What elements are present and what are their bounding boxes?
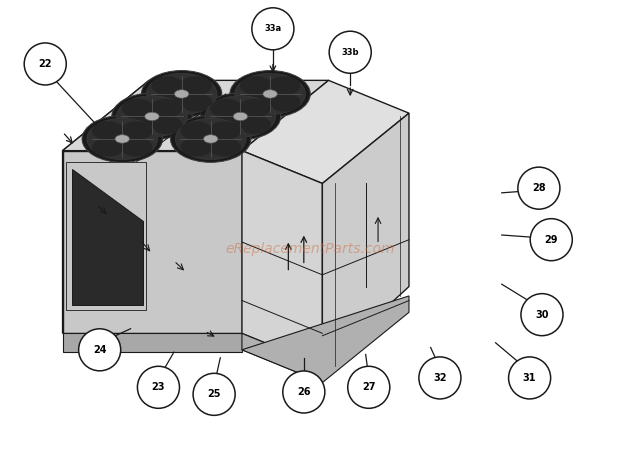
Text: 24: 24 xyxy=(93,345,107,355)
Ellipse shape xyxy=(170,116,251,162)
Ellipse shape xyxy=(180,138,213,157)
Ellipse shape xyxy=(210,115,242,134)
Ellipse shape xyxy=(283,371,325,413)
Ellipse shape xyxy=(115,135,130,143)
Ellipse shape xyxy=(24,43,66,85)
Ellipse shape xyxy=(209,121,241,140)
Ellipse shape xyxy=(193,373,235,415)
Ellipse shape xyxy=(521,294,563,336)
Ellipse shape xyxy=(210,99,242,118)
Ellipse shape xyxy=(240,93,272,111)
Polygon shape xyxy=(322,113,409,366)
Text: 23: 23 xyxy=(152,382,165,392)
Text: 33a: 33a xyxy=(264,24,281,33)
Ellipse shape xyxy=(240,76,272,95)
Text: 26: 26 xyxy=(297,387,311,397)
Ellipse shape xyxy=(209,138,241,157)
Text: 29: 29 xyxy=(544,235,558,245)
Polygon shape xyxy=(63,80,329,151)
Ellipse shape xyxy=(150,115,182,134)
Text: 22: 22 xyxy=(38,59,52,69)
Text: 30: 30 xyxy=(535,310,549,320)
Text: 25: 25 xyxy=(207,389,221,400)
Polygon shape xyxy=(242,296,409,383)
Ellipse shape xyxy=(233,112,247,121)
Ellipse shape xyxy=(112,93,192,140)
Text: 28: 28 xyxy=(532,183,546,193)
Polygon shape xyxy=(72,169,143,306)
Ellipse shape xyxy=(92,121,124,140)
Ellipse shape xyxy=(150,99,182,118)
Ellipse shape xyxy=(174,90,189,98)
Text: eReplacementParts.com: eReplacementParts.com xyxy=(225,242,395,256)
Ellipse shape xyxy=(175,118,246,159)
Ellipse shape xyxy=(122,99,154,118)
Polygon shape xyxy=(242,333,322,383)
Ellipse shape xyxy=(200,93,281,140)
Ellipse shape xyxy=(144,112,159,121)
Ellipse shape xyxy=(518,167,560,209)
Ellipse shape xyxy=(268,76,301,95)
Ellipse shape xyxy=(146,73,217,115)
Polygon shape xyxy=(242,80,409,183)
Polygon shape xyxy=(63,333,242,352)
Ellipse shape xyxy=(180,121,213,140)
Ellipse shape xyxy=(151,76,184,95)
Polygon shape xyxy=(63,151,242,333)
Ellipse shape xyxy=(180,93,212,111)
Text: 27: 27 xyxy=(362,382,376,392)
Ellipse shape xyxy=(141,70,222,118)
Ellipse shape xyxy=(205,96,276,137)
Polygon shape xyxy=(242,151,322,366)
Ellipse shape xyxy=(203,135,218,143)
Ellipse shape xyxy=(239,99,271,118)
Ellipse shape xyxy=(117,96,187,137)
Ellipse shape xyxy=(230,70,310,118)
Ellipse shape xyxy=(92,138,124,157)
Ellipse shape xyxy=(530,219,572,261)
Ellipse shape xyxy=(120,138,153,157)
Ellipse shape xyxy=(329,31,371,73)
Ellipse shape xyxy=(268,93,301,111)
Text: 32: 32 xyxy=(433,373,446,383)
Ellipse shape xyxy=(239,115,271,134)
Ellipse shape xyxy=(348,366,390,408)
Ellipse shape xyxy=(87,118,157,159)
Ellipse shape xyxy=(252,8,294,50)
Ellipse shape xyxy=(235,73,306,115)
Ellipse shape xyxy=(508,357,551,399)
Ellipse shape xyxy=(79,329,121,371)
Ellipse shape xyxy=(180,76,212,95)
Ellipse shape xyxy=(138,366,179,408)
Ellipse shape xyxy=(82,116,162,162)
Ellipse shape xyxy=(151,93,184,111)
Text: 31: 31 xyxy=(523,373,536,383)
Text: 33b: 33b xyxy=(342,48,359,57)
Ellipse shape xyxy=(419,357,461,399)
Ellipse shape xyxy=(263,90,277,98)
Polygon shape xyxy=(63,80,149,333)
Ellipse shape xyxy=(120,121,153,140)
Ellipse shape xyxy=(122,115,154,134)
